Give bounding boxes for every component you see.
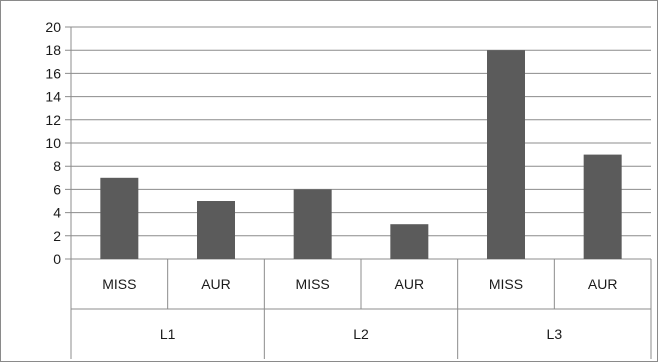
- bar-L2-MISS: [293, 189, 332, 259]
- y-tick-label: 18: [45, 42, 61, 58]
- group-label: L1: [160, 326, 176, 342]
- bars: [100, 50, 622, 260]
- y-tick-label: 12: [45, 112, 61, 128]
- category-label: AUR: [201, 276, 231, 292]
- category-label: AUR: [588, 276, 618, 292]
- y-tick-label: 8: [53, 158, 61, 174]
- bar-L3-AUR: [583, 154, 622, 259]
- axes: [70, 27, 652, 359]
- y-tick-label: 20: [45, 19, 61, 35]
- category-label: MISS: [102, 276, 136, 292]
- y-tick-label: 0: [53, 251, 61, 267]
- y-tick-label: 2: [53, 228, 61, 244]
- bar-L2-AUR: [390, 224, 429, 259]
- group-label: L3: [547, 326, 563, 342]
- group-label: L2: [353, 326, 369, 342]
- y-tick-label: 4: [53, 205, 61, 221]
- bar-L1-AUR: [197, 201, 235, 259]
- labels: 0 2 4 6 8 10 12 14 16 18 20 MISS AUR L1 MISS AUR L2 MISS A…: [45, 19, 617, 342]
- category-label: AUR: [395, 276, 425, 292]
- bar-L3-MISS: [487, 50, 525, 260]
- y-tick-label: 6: [53, 181, 61, 197]
- y-tick-label: 14: [45, 89, 61, 105]
- grid-lines: [65, 26, 651, 260]
- y-tick-label: 10: [45, 135, 61, 151]
- bar-L1-MISS: [100, 177, 139, 259]
- category-label: MISS: [489, 276, 523, 292]
- category-label: MISS: [296, 276, 330, 292]
- y-tick-label: 16: [45, 65, 61, 81]
